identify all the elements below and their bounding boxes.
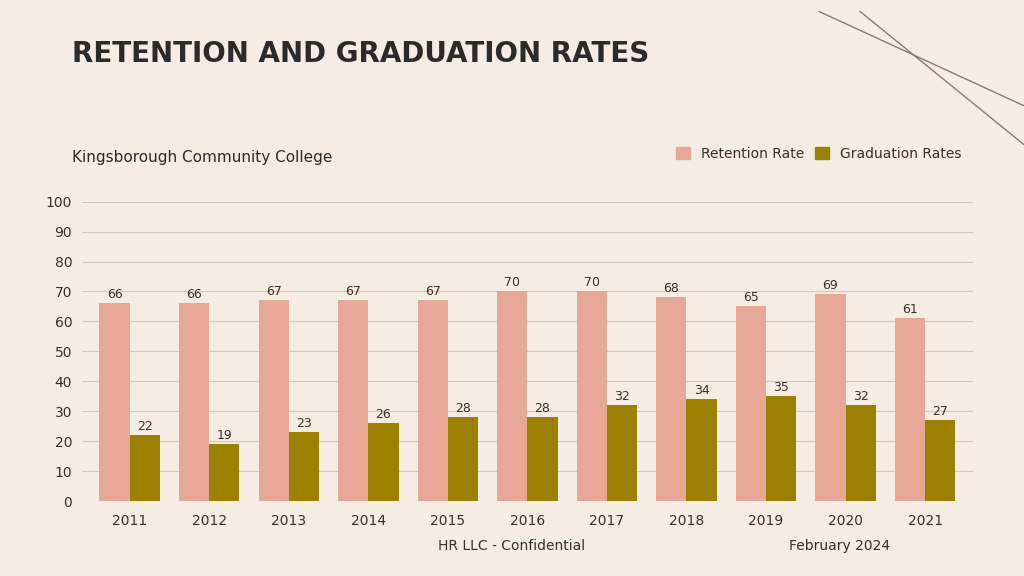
Text: 28: 28 [455,402,471,415]
Text: RETENTION AND GRADUATION RATES: RETENTION AND GRADUATION RATES [72,40,649,69]
Text: 26: 26 [376,408,391,421]
Bar [338,301,369,501]
Bar [736,306,766,501]
Bar [369,423,398,501]
Text: 69: 69 [822,279,839,292]
Bar [577,291,607,501]
Text: 19: 19 [216,429,232,442]
Bar [766,396,797,501]
Bar [656,297,686,501]
Text: 32: 32 [614,390,630,403]
Text: 28: 28 [535,402,551,415]
Text: 23: 23 [296,417,311,430]
Text: Kingsborough Community College: Kingsborough Community College [72,150,332,165]
Text: February 2024: February 2024 [790,539,890,553]
Bar [130,435,160,501]
Bar [258,301,289,501]
Text: 65: 65 [743,291,759,304]
Bar [99,304,130,501]
Bar [815,294,846,501]
Text: 70: 70 [504,276,520,289]
Text: 66: 66 [106,288,123,301]
Bar [686,399,717,501]
Bar [925,420,955,501]
Text: 27: 27 [932,405,948,418]
Text: 61: 61 [902,303,918,316]
Legend: Retention Rate, Graduation Rates: Retention Rate, Graduation Rates [672,143,966,165]
Bar [179,304,209,501]
Text: 32: 32 [853,390,868,403]
Bar [289,432,318,501]
Bar [447,417,478,501]
Bar [527,417,558,501]
Bar [895,319,925,501]
Bar [497,291,527,501]
Text: 67: 67 [345,285,361,298]
Text: 67: 67 [265,285,282,298]
Bar [418,301,447,501]
Text: HR LLC - Confidential: HR LLC - Confidential [438,539,586,553]
Text: 70: 70 [584,276,600,289]
Bar [607,406,637,501]
Text: 34: 34 [693,384,710,397]
Text: 67: 67 [425,285,440,298]
Text: 68: 68 [664,282,679,295]
Text: 66: 66 [186,288,202,301]
Bar [209,444,240,501]
Text: 35: 35 [773,381,790,394]
Text: 22: 22 [137,420,153,433]
Bar [846,406,876,501]
